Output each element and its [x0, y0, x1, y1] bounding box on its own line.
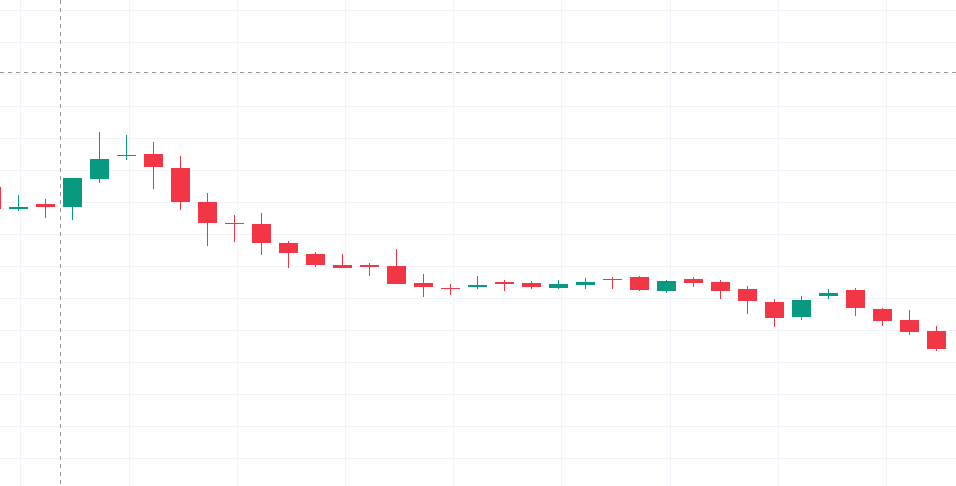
candle-body: [441, 288, 460, 289]
candle-body: [603, 279, 622, 280]
candle: [522, 281, 541, 289]
candle: [738, 286, 757, 314]
candle: [711, 280, 730, 299]
candle-body: [171, 168, 190, 202]
candle-body: [711, 282, 730, 291]
candle-body: [36, 204, 55, 207]
candle-body: [495, 282, 514, 284]
candle-body: [900, 320, 919, 332]
candle-body: [927, 331, 946, 349]
candle: [9, 195, 28, 211]
candle-body: [387, 266, 406, 284]
candle: [333, 254, 352, 268]
candle: [603, 277, 622, 289]
candle-body: [630, 277, 649, 290]
candle: [657, 280, 676, 293]
candle: [279, 241, 298, 268]
candle: [144, 142, 163, 189]
candle: [927, 326, 946, 351]
candle-body: [468, 285, 487, 287]
candle: [63, 178, 82, 220]
candle-body: [63, 178, 82, 207]
candle-body: [144, 154, 163, 167]
candle: [387, 249, 406, 284]
candle-body: [117, 155, 136, 156]
candle: [900, 310, 919, 335]
candle-body: [225, 223, 244, 224]
candle: [765, 299, 784, 327]
candle-body: [873, 309, 892, 321]
candle-body: [792, 300, 811, 317]
candle-series: [0, 132, 946, 351]
candle-body: [333, 265, 352, 268]
candle-body: [414, 283, 433, 287]
candle-body: [9, 207, 28, 209]
candle-body: [765, 302, 784, 318]
candle-body: [846, 290, 865, 308]
candle: [252, 213, 271, 255]
candle: [576, 278, 595, 289]
candle-body: [198, 202, 217, 223]
candle-body: [0, 187, 1, 209]
candle: [414, 274, 433, 297]
candle-body: [306, 254, 325, 265]
candle-body: [360, 265, 379, 267]
candle-body: [576, 282, 595, 285]
candle: [117, 135, 136, 160]
candle-body: [657, 281, 676, 291]
candle-body: [549, 284, 568, 288]
candle-body: [738, 289, 757, 301]
candle: [0, 187, 1, 209]
candle: [792, 296, 811, 320]
candle-body: [522, 283, 541, 287]
candle: [360, 263, 379, 276]
candle: [495, 280, 514, 291]
candle: [36, 199, 55, 218]
candle: [171, 156, 190, 210]
candle: [819, 289, 838, 299]
candle-body: [90, 159, 109, 179]
candle-body: [684, 279, 703, 283]
candle: [684, 277, 703, 287]
candle-body: [252, 224, 271, 243]
candle: [873, 308, 892, 326]
candle: [225, 215, 244, 242]
candle: [846, 288, 865, 316]
candle: [90, 132, 109, 183]
candle: [549, 280, 568, 289]
candle-body: [279, 243, 298, 253]
candle: [468, 276, 487, 289]
candle: [441, 284, 460, 295]
candle: [306, 252, 325, 267]
candle-body: [819, 293, 838, 296]
candle: [198, 193, 217, 246]
candle: [630, 276, 649, 291]
